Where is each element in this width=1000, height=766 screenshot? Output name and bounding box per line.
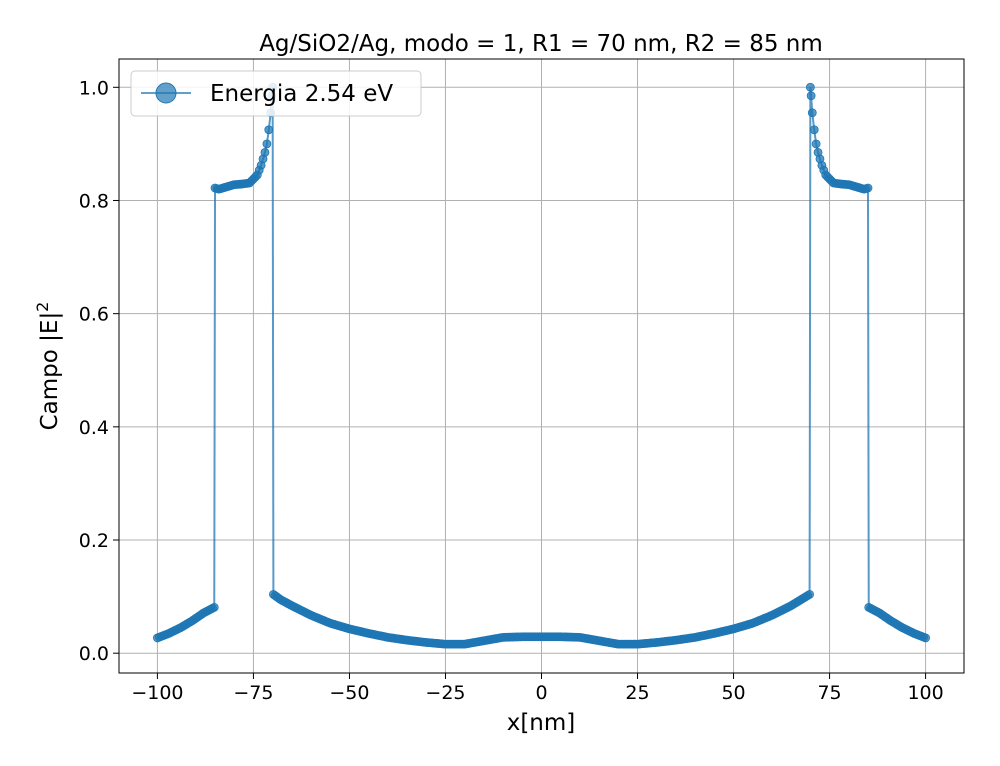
x-tick-label: 25	[625, 682, 649, 704]
chart-title: Ag/SiO2/Ag, modo = 1, R1 = 70 nm, R2 = 8…	[259, 31, 823, 57]
x-tick-label: −100	[131, 682, 183, 704]
x-tick-label: 100	[907, 682, 943, 704]
data-point	[811, 139, 821, 149]
x-tick-label: −50	[329, 682, 369, 704]
y-tick-label: 0.4	[79, 417, 109, 439]
data-point	[807, 108, 817, 118]
legend: Energia 2.54 eV	[130, 70, 422, 117]
data-point	[262, 139, 272, 149]
y-tick-label: 0.8	[79, 190, 109, 212]
data-point	[209, 602, 219, 612]
data-point	[809, 125, 819, 135]
data-point	[806, 91, 816, 101]
data-point	[805, 82, 815, 92]
x-tick-label: −75	[233, 682, 273, 704]
legend-label: Energia 2.54 eV	[210, 81, 393, 107]
legend-box	[130, 70, 422, 117]
y-axis-title-superscript: 2	[33, 302, 52, 312]
x-tick-label: 75	[817, 682, 841, 704]
y-axis-title-text: Campo |E|	[37, 312, 63, 431]
series-markers	[153, 82, 930, 649]
data-point	[260, 147, 270, 157]
y-tick-label: 1.0	[79, 77, 109, 99]
ticks: −100 −75 −50 −25 0 25 50 75 100 0.0 0.2 0.4 0.6 0.8 1.…	[79, 77, 944, 704]
data-point	[863, 183, 873, 193]
data-point	[921, 633, 930, 643]
x-tick-label: 0	[535, 682, 547, 704]
grid	[119, 59, 964, 673]
x-tick-label: 50	[721, 682, 745, 704]
y-axis-title: Campo |E|2	[33, 302, 63, 431]
y-tick-label: 0.6	[79, 304, 109, 326]
legend-marker-sample	[155, 82, 177, 104]
x-tick-label: −25	[425, 682, 465, 704]
data-point	[805, 589, 814, 599]
series-layer	[153, 82, 930, 649]
data-point	[264, 125, 274, 135]
y-tick-label: 0.2	[79, 530, 109, 552]
x-axis-title: x[nm]	[507, 710, 576, 736]
y-tick-label: 0.0	[79, 643, 109, 665]
